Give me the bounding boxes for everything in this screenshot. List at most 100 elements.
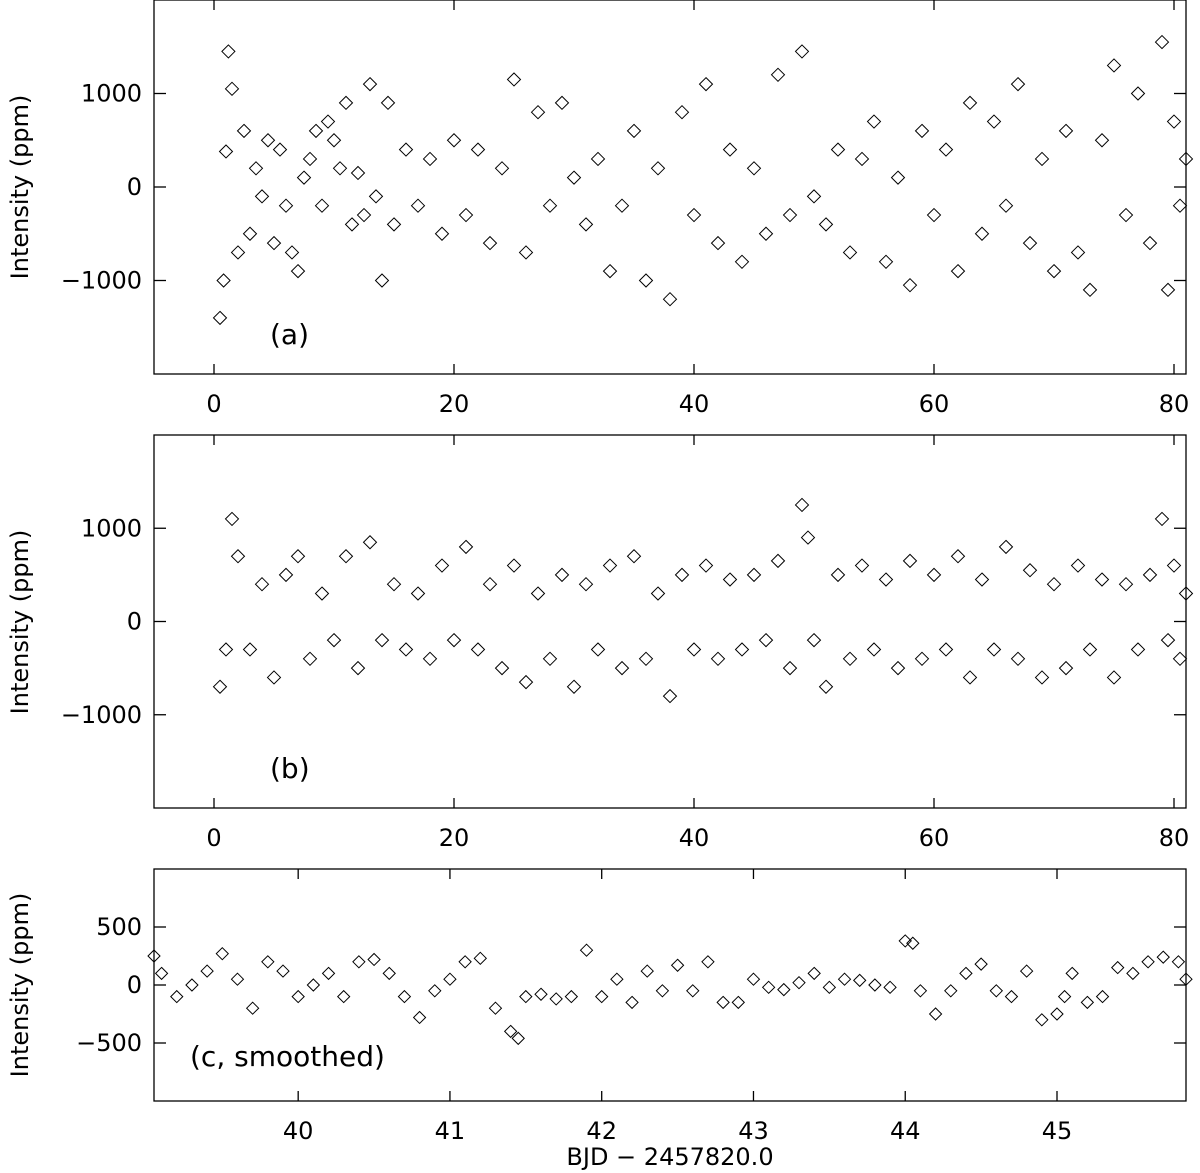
data-point <box>655 984 670 998</box>
data-point <box>308 123 324 139</box>
data-point <box>314 586 330 601</box>
data-point <box>866 642 882 657</box>
x-tick-label: 40 <box>283 1117 314 1145</box>
x-tick-label: 60 <box>919 390 950 418</box>
data-point <box>350 165 366 181</box>
data-point <box>1130 86 1146 101</box>
data-point <box>746 972 761 986</box>
data-point <box>1082 282 1098 298</box>
data-point <box>242 226 258 241</box>
data-point <box>1160 282 1176 298</box>
data-point <box>428 984 442 998</box>
data-point <box>842 245 858 260</box>
data-point <box>542 198 558 213</box>
x-tick-label: 44 <box>890 1117 921 1145</box>
data-point <box>350 660 366 676</box>
data-point <box>321 966 336 981</box>
data-point <box>998 539 1014 555</box>
data-point <box>224 511 240 527</box>
panel-a: 0 20 40 60 80 −1000 0 1000 Intensity (ppm) (a) <box>6 0 1194 418</box>
data-point <box>938 642 954 657</box>
data-point <box>962 670 978 685</box>
data-point <box>1166 558 1182 573</box>
data-point <box>530 586 546 601</box>
data-point <box>336 989 351 1004</box>
data-point <box>254 576 270 592</box>
data-point <box>1130 642 1146 657</box>
data-point <box>674 104 690 120</box>
data-point <box>1156 950 1170 964</box>
data-point <box>266 235 282 251</box>
data-point <box>578 217 594 232</box>
data-point <box>1082 642 1098 657</box>
x-axis-label: BJD − 2457820.0 <box>566 1143 773 1171</box>
axis-ticks: 40 41 42 43 44 45 −500 0 500 <box>76 869 1186 1145</box>
data-point <box>1070 245 1086 260</box>
x-tick-label: 40 <box>679 824 710 852</box>
data-point <box>800 530 816 545</box>
data-point <box>386 217 402 232</box>
data-point <box>878 572 894 587</box>
data-point <box>686 207 702 223</box>
data-point <box>412 1010 427 1025</box>
data-point <box>566 679 582 694</box>
data-point <box>564 989 579 1004</box>
data-point <box>1171 955 1186 969</box>
data-point <box>986 642 1002 657</box>
data-point <box>746 161 762 176</box>
data-point <box>898 934 912 948</box>
data-point <box>443 972 457 986</box>
data-point <box>230 549 246 564</box>
data-point <box>1058 660 1074 676</box>
data-point <box>1178 586 1194 601</box>
y-axis-label: Intensity (ppm) <box>6 95 34 280</box>
y-tick-label: 0 <box>127 608 142 636</box>
y-tick-label: −1000 <box>61 267 142 295</box>
data-point <box>782 207 798 223</box>
panel-label: (c, smoothed) <box>190 1040 385 1073</box>
data-point <box>434 558 450 573</box>
data-point <box>506 558 522 573</box>
data-point <box>410 586 426 601</box>
data-points <box>212 497 1194 704</box>
data-point <box>549 992 563 1006</box>
data-point <box>470 642 486 657</box>
data-point <box>638 273 654 288</box>
data-point <box>1050 1007 1064 1021</box>
data-point <box>794 44 810 59</box>
data-point <box>938 142 954 157</box>
data-point <box>640 964 654 978</box>
data-point <box>842 651 858 667</box>
data-point <box>254 189 270 204</box>
data-point <box>494 660 510 676</box>
data-point <box>758 226 774 241</box>
data-point <box>770 67 786 83</box>
data-point <box>722 142 738 157</box>
data-point <box>701 955 715 969</box>
data-point <box>1118 207 1134 223</box>
data-point <box>890 660 906 676</box>
data-point <box>761 980 776 995</box>
data-point <box>1166 114 1182 129</box>
data-point <box>1094 572 1110 587</box>
data-point <box>272 142 288 157</box>
data-point <box>1160 632 1176 648</box>
data-point <box>1046 576 1062 592</box>
data-point <box>1172 198 1188 213</box>
data-point <box>380 95 396 111</box>
data-point <box>1106 58 1122 73</box>
data-point <box>494 161 510 176</box>
data-point <box>278 567 294 583</box>
data-point <box>1111 960 1125 975</box>
data-point <box>594 989 609 1004</box>
data-point <box>807 966 821 981</box>
data-point <box>986 114 1002 129</box>
data-points <box>147 934 1193 1046</box>
data-point <box>638 651 654 667</box>
panel-c: 40 41 42 43 44 45 −500 0 500 Intensity (ppm) (c,… <box>6 868 1193 1171</box>
data-point <box>852 973 867 988</box>
data-point <box>650 586 666 601</box>
data-point <box>554 567 570 583</box>
data-point <box>686 984 700 998</box>
data-point <box>1106 670 1122 685</box>
